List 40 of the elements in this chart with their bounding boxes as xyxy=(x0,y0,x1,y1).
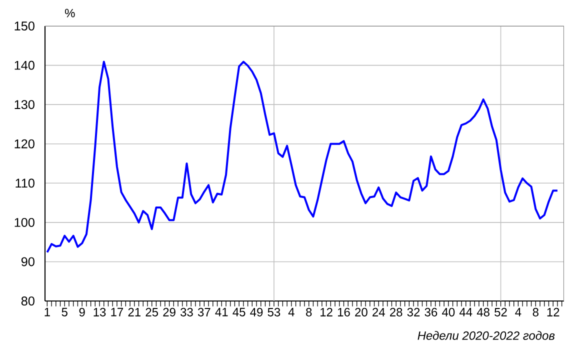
x-tick-label: 52 xyxy=(494,308,507,316)
x-tick-label: 8 xyxy=(306,308,312,316)
x-tick-label: 1 xyxy=(44,308,50,316)
x-tick-label: 12 xyxy=(547,308,560,316)
y-tick-label: 130 xyxy=(14,100,34,110)
x-tick-label: 36 xyxy=(424,308,438,316)
x-tick-label: 13 xyxy=(94,308,106,316)
x-tick-label: 8 xyxy=(532,308,538,316)
x-tick-label: 40 xyxy=(442,308,455,316)
x-tick-label: 21 xyxy=(128,308,140,316)
x-tick-label: 33 xyxy=(180,308,193,316)
x-tick-label: 53 xyxy=(268,308,280,316)
x-tick-label: 16 xyxy=(338,308,350,316)
y-tick-label: 140 xyxy=(14,60,34,70)
x-tick-label: 20 xyxy=(355,308,368,316)
y-tick-label: 110 xyxy=(16,178,34,188)
x-tick-label: 45 xyxy=(232,308,246,316)
y-tick-label: 120 xyxy=(14,139,34,148)
x-tick-label: 48 xyxy=(476,308,490,316)
x-tick-label: 25 xyxy=(146,308,158,316)
x-tick-label: 28 xyxy=(390,308,402,316)
x-tick-label: 44 xyxy=(459,308,472,316)
x-tick-label: 29 xyxy=(163,308,176,316)
y-tick-label: 90 xyxy=(21,257,34,266)
y-tick-label: 80 xyxy=(21,296,34,306)
y-tick-label: 100 xyxy=(14,218,34,227)
x-tick-label: 12 xyxy=(320,308,332,316)
x-tick-label: 9 xyxy=(79,308,85,316)
x-axis-title: Недели 2020-2022 годов xyxy=(418,331,555,340)
y-axis-title: % xyxy=(65,8,75,18)
x-tick-label: 4 xyxy=(288,308,294,316)
x-tick-label: 24 xyxy=(372,308,385,316)
x-tick-label: 32 xyxy=(407,308,420,316)
x-tick-label: 5 xyxy=(62,308,68,316)
y-tick-label: 150 xyxy=(14,22,34,30)
x-tick-label: 49 xyxy=(250,308,263,316)
x-tick-label: 41 xyxy=(215,308,228,316)
x-tick-label: 37 xyxy=(198,308,210,316)
x-tick-label: 4 xyxy=(515,308,522,316)
x-tick-label: 17 xyxy=(111,308,124,316)
